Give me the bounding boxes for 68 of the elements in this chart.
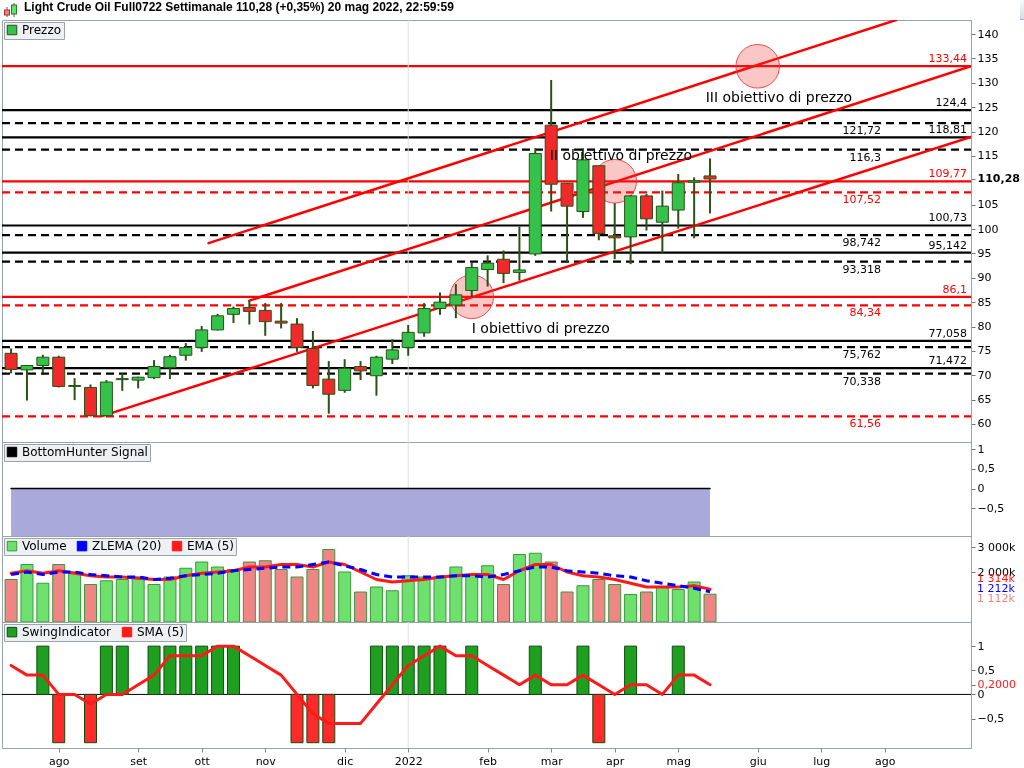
y-tick-label: 0	[977, 482, 985, 496]
x-tick-label: apr	[606, 754, 625, 768]
legend-label: SMA (5)	[137, 625, 184, 640]
x-tick-label: ago	[49, 754, 70, 768]
ref-line-label: 100,73	[928, 211, 967, 225]
x-tick-label: ott	[194, 754, 211, 768]
y-tick-label: 90	[977, 271, 992, 285]
x-tick-label: mag	[666, 754, 691, 768]
y-tick-label: 1	[977, 442, 985, 456]
ref-line-label: 98,742	[842, 236, 881, 250]
y-tick-label: 1	[977, 639, 985, 653]
ref-line-label: 124,4	[935, 96, 967, 110]
y-tick-label: 3 000k	[977, 540, 1016, 554]
legend-label: SwingIndicator	[22, 625, 112, 640]
y-tick-label: 120	[977, 125, 999, 139]
y-tick-label: 0,5	[977, 462, 995, 476]
x-tick-label: feb	[479, 754, 497, 768]
ref-line-label: 70,338	[842, 374, 881, 388]
y-tick-label: 135	[977, 52, 999, 65]
x-tick-label: lug	[813, 754, 831, 768]
text: 1 212k	[977, 582, 1016, 595]
x-tick-label: mar	[540, 754, 564, 768]
ref-line-label: 109,77	[928, 167, 967, 181]
x-tick-label: 2022	[394, 754, 423, 768]
ref-line-label: 93,318	[842, 262, 881, 276]
annotation: I obiettivo di prezzo	[471, 319, 610, 336]
x-tick-label: nov	[255, 754, 277, 768]
x-tick-label: set	[130, 754, 148, 768]
legend-label: EMA (5)	[187, 539, 234, 554]
text: 1 112k	[977, 592, 1016, 605]
legend-label: ZLEMA (20)	[92, 539, 162, 554]
y-tick-label: 65	[977, 393, 992, 407]
y-tick-label: 130	[977, 76, 999, 90]
y-tick-label: 60	[977, 417, 992, 431]
y-tick-label: 100	[977, 222, 999, 236]
ref-line-label: 71,472	[928, 354, 967, 368]
y-tick-label: −0,5	[977, 501, 1005, 515]
ref-line-label: 118,81	[928, 123, 967, 137]
ref-line-label: 121,72	[842, 124, 881, 138]
x-tick-label: ago	[875, 754, 896, 768]
legend-label: BottomHunter Signal	[22, 445, 148, 459]
ref-line-label: 133,44	[928, 52, 967, 66]
ref-line-label: 95,142	[928, 238, 967, 252]
y-tick-label: 70	[977, 368, 992, 382]
y-tick-label: 105	[977, 198, 999, 212]
chart-title: Light Crude Oil Full0722 Settimanale 110,28 (+0,35%) 20 mag 2022, 22:59:59	[24, 0, 455, 14]
ref-line-label: 107,52	[842, 193, 881, 207]
x-tick-label: giu	[749, 754, 767, 768]
y-tick-label: −0,5	[977, 712, 1005, 726]
y-tick-label: 85	[977, 295, 992, 309]
ref-line-label: 61,56	[849, 417, 881, 431]
legend-label: Prezzo	[22, 23, 62, 37]
annotation: III obiettivo di prezzo	[705, 89, 853, 106]
y-tick-label: 110,28	[977, 172, 1020, 186]
y-tick-label: 125	[977, 100, 999, 114]
legend-label: Volume	[22, 539, 67, 554]
y-tick-label: 115	[977, 149, 999, 163]
ref-line-label: 75,762	[842, 348, 881, 362]
ref-line-label: 77,058	[928, 326, 967, 340]
x-tick-label: dic	[337, 754, 354, 768]
ref-line-label: 116,3	[849, 150, 881, 164]
ref-line-label: 84,34	[849, 306, 881, 320]
y-tick-label: 80	[977, 320, 992, 334]
y-tick-label: 75	[977, 344, 992, 358]
y-tick-label: 0,5	[977, 663, 995, 677]
y-tick-label: 95	[977, 246, 992, 260]
y-tick-label: 140	[977, 27, 999, 41]
ref-line-label: 86,1	[942, 282, 967, 296]
